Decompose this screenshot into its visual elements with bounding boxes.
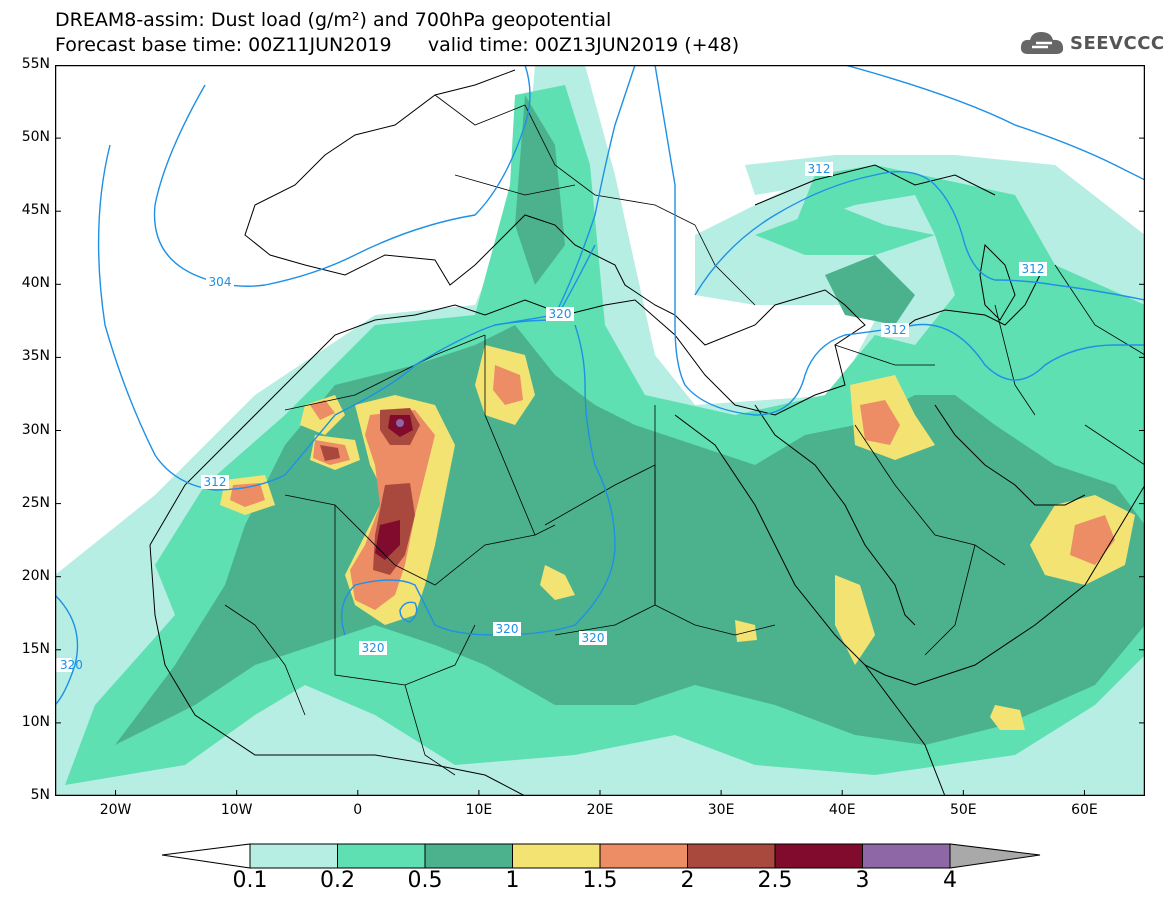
lon-label: 30E	[707, 802, 735, 818]
colorbar-segment	[774, 843, 863, 869]
lat-label: 35N	[21, 348, 50, 365]
colorbar-label: 3	[855, 868, 870, 893]
contour-label-320-w: 320	[60, 658, 83, 672]
contour-label-320-n: 320	[549, 307, 572, 321]
contour-label: 320	[546, 307, 574, 321]
contour-label-320-sw: 320	[362, 641, 385, 655]
colorbar-over-triangle	[949, 843, 1041, 869]
colorbar-segment	[599, 843, 688, 869]
contour-label: 320	[55, 658, 83, 672]
lat-label: 20N	[21, 567, 50, 584]
contour-label: 304	[206, 275, 234, 289]
lat-label: 55N	[21, 56, 50, 72]
lon-label: 10E	[465, 802, 493, 818]
colorbar-label: 0.1	[232, 868, 268, 893]
axis-ticks	[55, 65, 1145, 796]
lat-label: 40N	[21, 275, 50, 292]
contour-label-312-e: 312	[884, 323, 907, 337]
lat-label: 25N	[21, 494, 50, 511]
seevccc-logo: SEEVCCC	[1018, 28, 1165, 58]
lon-label: 10W	[220, 802, 253, 818]
logo-text: SEEVCCC	[1070, 32, 1165, 54]
contour-label-320-s: 320	[496, 622, 519, 636]
contour-label: 312	[1019, 262, 1047, 276]
contour-label: 312	[201, 475, 229, 489]
lat-label: 45N	[21, 202, 50, 219]
lat-label: 30N	[21, 421, 50, 438]
colorbar-segment	[687, 843, 776, 869]
contour-label-320-se: 320	[582, 631, 605, 645]
colorbar-segment	[249, 843, 338, 869]
lon-label: 20E	[586, 802, 614, 818]
colorbar-segment	[424, 843, 513, 869]
colorbar-label: 0.2	[320, 868, 355, 893]
coastlines	[149, 69, 1145, 796]
contour-label: 320	[359, 641, 387, 655]
map-title: DREAM8-assim: Dust load (g/m²) and 700hP…	[55, 9, 612, 31]
lon-label: 20W	[99, 802, 132, 818]
colorbar-segment	[862, 843, 951, 869]
contour-label: 320	[579, 631, 607, 645]
colorbar-label: 2	[680, 868, 695, 893]
colorbar-segment	[512, 843, 601, 869]
contour-label: 320	[493, 622, 521, 636]
lon-label: 40E	[828, 802, 856, 818]
colorbar-label: 2.5	[757, 868, 793, 893]
contour-labels: 304 312 312 312 312 320 320 320 320 320	[55, 162, 1047, 672]
colorbar-label: 1	[505, 868, 520, 893]
colorbar-under-triangle	[161, 843, 251, 869]
colorbar-label: 1.5	[582, 868, 618, 893]
lon-label: 50E	[949, 802, 977, 818]
contour-label-312-w: 312	[204, 475, 227, 489]
lon-label: 0	[353, 802, 363, 818]
lat-label: 15N	[21, 640, 50, 657]
cloud-icon	[1020, 32, 1064, 54]
colorbar-label: 0.5	[407, 868, 443, 893]
geopotential-contours	[55, 65, 1145, 706]
contour-label: 312	[881, 323, 909, 337]
colorbar-segment	[337, 843, 426, 869]
forecast-time-line: Forecast base time: 00Z11JUN2019 valid t…	[55, 34, 740, 56]
dust-map: 304 312 312 312 312 320 320 320 320 320	[55, 65, 1145, 796]
contour-label-312-ne: 312	[1022, 262, 1045, 276]
colorbar-label: 4	[943, 868, 957, 893]
lon-label: 60E	[1071, 802, 1098, 818]
contour-label-304: 304	[209, 275, 232, 289]
lat-label: 5N	[30, 787, 50, 803]
contour-label-312-n: 312	[808, 162, 831, 176]
dust-level-3	[396, 419, 404, 427]
colorbar	[161, 843, 1041, 869]
contour-label: 312	[805, 162, 833, 176]
lat-label: 10N	[21, 713, 50, 730]
lat-label: 50N	[21, 129, 50, 146]
